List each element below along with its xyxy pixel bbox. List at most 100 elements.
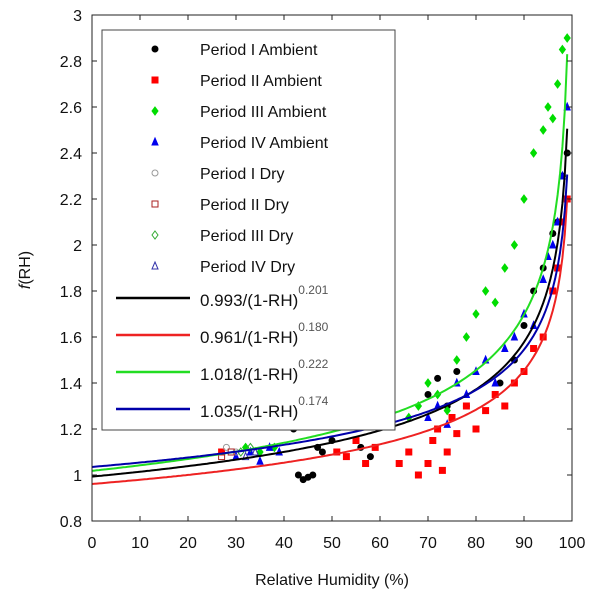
legend-marker-6	[151, 200, 159, 208]
data-point-series-3	[539, 125, 547, 135]
x-tick-label: 100	[559, 535, 586, 552]
legend-fit-label: 0.993/(1-RH)0.201	[200, 283, 329, 310]
y-tick-label: 2	[73, 238, 82, 255]
y-tick-label: 2.4	[60, 146, 82, 163]
data-point-series-1	[309, 471, 317, 479]
legend-marker-8	[151, 260, 159, 270]
data-point-series-3	[553, 79, 562, 89]
y-tick-label: 2.6	[60, 100, 82, 117]
data-point-series-2	[453, 430, 461, 438]
legend-fit-label: 1.035/(1-RH)0.174	[200, 394, 329, 421]
fit-line-3	[91, 54, 569, 472]
data-point-series-2	[501, 402, 509, 410]
y-tick-label: 1.8	[60, 284, 82, 301]
legend-fit-label: 0.961/(1-RH)0.180	[200, 320, 329, 347]
data-point-series-5	[222, 443, 230, 451]
legend-label: Period IV Dry	[200, 259, 295, 276]
x-axis-label: Relative Humidity (%)	[255, 572, 409, 589]
legend-label: Period III Dry	[200, 228, 293, 245]
data-point-series-4	[491, 377, 499, 387]
x-tick-label: 80	[467, 535, 485, 552]
data-point-series-2	[333, 448, 341, 456]
legend-marker-5	[151, 169, 159, 177]
plot-area	[91, 33, 571, 485]
fit-line-4	[91, 174, 569, 468]
data-point-series-1	[294, 471, 302, 479]
data-point-series-2	[342, 453, 350, 461]
data-point-series-3	[481, 286, 490, 296]
data-point-series-1	[453, 368, 461, 375]
data-point-series-4	[424, 412, 432, 421]
data-point-series-1	[520, 322, 528, 329]
y-tick-label: 0.8	[60, 514, 82, 531]
x-tick-label: 10	[131, 535, 149, 552]
data-point-series-2	[414, 471, 422, 479]
legend-marker-4	[151, 136, 159, 146]
data-point-series-2	[429, 437, 437, 444]
data-point-series-4	[256, 455, 264, 465]
data-point-series-4	[549, 239, 557, 249]
legend-label: Period III Ambient	[200, 104, 327, 121]
legend: Period I Ambient Period II Ambient Period …	[101, 29, 396, 431]
y-axis-label: f(RH)	[17, 251, 34, 289]
x-tick-label: 30	[227, 535, 245, 552]
data-point-series-3	[501, 263, 509, 273]
legend-fit-label: 1.018/(1-RH)0.222	[200, 357, 329, 384]
data-point-series-8	[241, 451, 250, 461]
legend-marker-3	[151, 106, 159, 116]
x-tick-label: 70	[419, 535, 437, 552]
data-point-series-3	[453, 355, 461, 365]
legend-marker-2	[151, 76, 159, 84]
data-point-series-2	[362, 460, 370, 467]
x-tick-label: 0	[88, 535, 97, 552]
y-tick-label: 2.8	[60, 54, 82, 71]
legend-label: Period II Dry	[200, 197, 289, 214]
data-point-series-2	[218, 448, 226, 456]
x-tick-label: 40	[275, 535, 293, 552]
data-point-series-2	[443, 448, 451, 456]
legend-label: Period I Dry	[200, 166, 284, 183]
data-point-series-4	[539, 274, 547, 283]
data-point-series-3	[563, 33, 571, 43]
data-point-series-3	[529, 148, 538, 158]
data-point-series-3	[544, 102, 552, 112]
legend-label: Period I Ambient	[200, 42, 318, 59]
fit-line-2	[91, 198, 569, 485]
x-tick-label: 60	[371, 535, 389, 552]
legend-label: Period IV Ambient	[200, 135, 329, 152]
data-point-series-3	[424, 378, 432, 388]
legend-label: Period II Ambient	[200, 73, 322, 90]
data-point-series-2	[482, 407, 490, 415]
data-point-series-2	[424, 460, 432, 467]
data-point-series-3	[472, 309, 480, 319]
data-point-series-3	[491, 297, 499, 308]
data-point-series-2	[438, 466, 446, 474]
y-tick-label: 1.2	[60, 422, 82, 439]
data-point-series-2	[405, 448, 413, 456]
y-tick-label: 1.4	[60, 376, 82, 393]
x-tick-label: 20	[179, 535, 197, 552]
data-point-series-4	[510, 331, 519, 341]
x-tick-label: 90	[515, 535, 533, 552]
legend-marker-7	[151, 230, 159, 240]
data-point-series-2	[530, 345, 538, 352]
data-point-series-2	[472, 425, 480, 433]
data-point-series-2	[371, 443, 379, 451]
y-tick-label: 1.6	[60, 330, 82, 347]
data-point-series-2	[352, 437, 360, 444]
data-point-series-8	[251, 446, 259, 456]
data-point-series-3	[558, 44, 567, 55]
y-tick-label: 1	[73, 468, 82, 485]
legend-marker-1	[151, 45, 159, 53]
data-point-series-1	[366, 453, 374, 461]
legend-box	[101, 29, 396, 431]
x-tick-label: 50	[323, 535, 341, 552]
data-point-series-1	[434, 374, 442, 382]
axis-ticks: 0 10 20 30 40 50 60 70 80 90 100 0.8 1 1.2 1.4 1.6 1.8 2 2…	[60, 8, 586, 552]
y-tick-label: 3	[73, 8, 82, 25]
data-point-series-7	[246, 442, 255, 453]
data-point-series-3	[520, 194, 528, 204]
data-point-series-2	[462, 402, 470, 410]
data-point-series-4	[553, 216, 562, 226]
